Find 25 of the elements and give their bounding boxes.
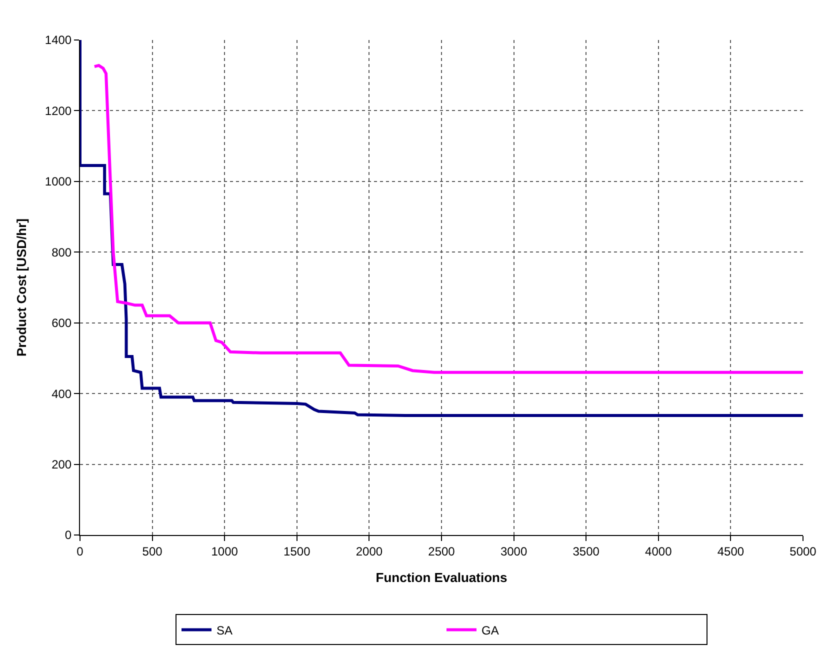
y-tick-label: 1000	[44, 174, 72, 189]
y-tick-label: 600	[52, 316, 72, 330]
x-tick-label: 4500	[717, 544, 744, 558]
y-axis-title: Product Cost [USD/hr]	[14, 218, 29, 356]
y-tick-label: 800	[52, 245, 72, 260]
x-tick-label: 3000	[500, 544, 528, 558]
x-tick-label: 500	[142, 544, 163, 558]
x-tick-label: 2500	[428, 544, 456, 558]
y-tick-label: 0	[64, 528, 72, 542]
y-tick-label: 200	[52, 457, 72, 472]
x-tick-label: 4000	[645, 544, 672, 558]
legend-label: GA	[482, 623, 499, 638]
y-tick-label: 1200	[44, 104, 72, 118]
x-tick-label: 2000	[356, 544, 383, 558]
x-axis-title: Function Evaluations	[376, 570, 508, 585]
x-tick-label: 3500	[572, 544, 600, 558]
line-series	[80, 40, 803, 417]
y-tick-label: 1400	[44, 33, 72, 48]
x-tick-label: 1500	[284, 544, 311, 558]
line-series	[92, 64, 803, 374]
y-tick-label: 400	[52, 386, 72, 401]
x-tick-label: 1000	[211, 544, 238, 558]
x-tick-label: 5000	[790, 544, 817, 558]
legend-label: SA	[216, 623, 233, 638]
x-tick-label: 0	[76, 544, 84, 558]
